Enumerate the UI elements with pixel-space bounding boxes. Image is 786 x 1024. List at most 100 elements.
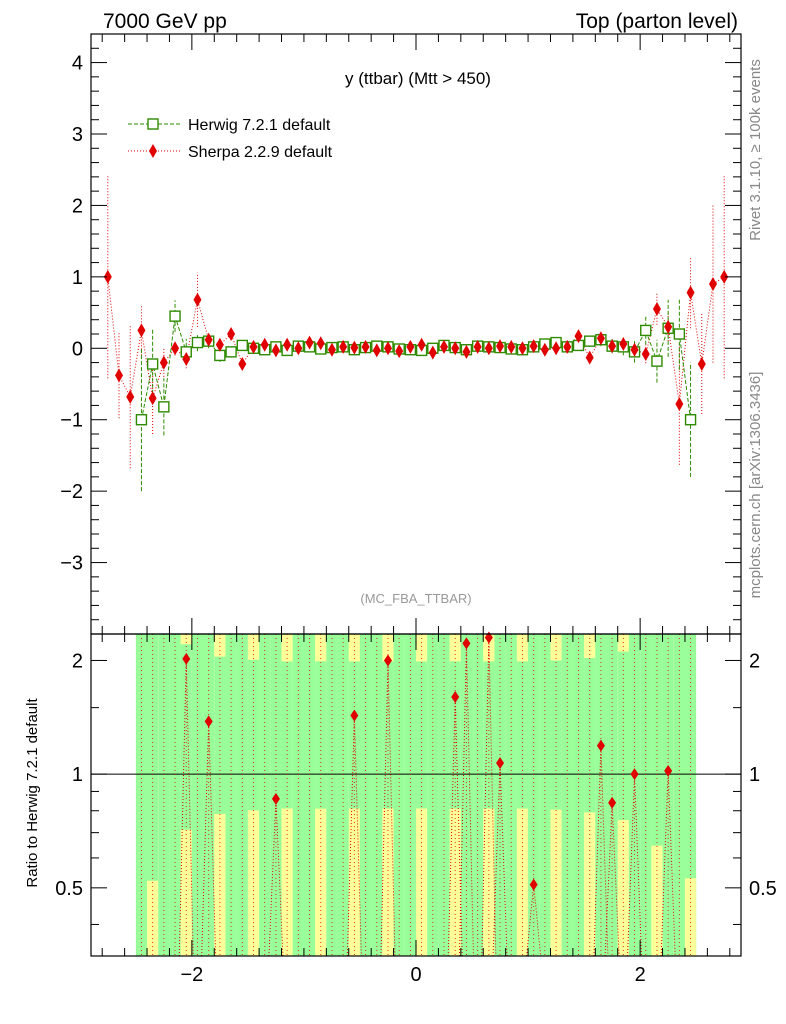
sherpa-point [372,343,381,358]
herwig-line [140,315,692,420]
sherpa-point [182,352,191,366]
sherpa-point [675,397,684,411]
sherpa-ratio-line [488,637,497,957]
sherpa-point [462,344,471,359]
ratio-ytick-label-right: 2 [749,650,760,672]
sherpa-point [585,350,594,365]
mcplots-label: mcplots.cern.ch [arXiv:1306.3436] [747,372,764,599]
band-bin-outer [382,634,394,662]
xtick-label: −2 [180,964,203,986]
herwig-point [214,349,226,362]
sherpa-ratio-line [268,798,277,957]
band-bin-outer [584,812,596,956]
sherpa-point [529,339,538,354]
sherpa-ratio-line [600,745,609,957]
sherpa-point [664,319,673,334]
sherpa-point [697,357,706,371]
band-bin-outer [348,634,360,662]
sherpa-ratio-point [182,652,191,665]
sherpa-ratio-point [496,757,505,770]
band-bin-outer [449,634,461,662]
sherpa-ratio-line [201,721,210,957]
sherpa-point [686,285,695,300]
sherpa-ratio-line [667,770,676,957]
sherpa-point [294,341,303,356]
band-bin-outer [247,810,260,956]
band-bin-outer [180,829,192,956]
sherpa-point [608,339,617,354]
band-bin-outer [483,634,495,662]
sherpa-point [316,336,325,351]
band-bin-outer [651,845,663,956]
sherpa-point [159,355,168,370]
band-bin-outer [617,820,629,956]
sherpa-point [596,331,605,346]
herwig-point [640,324,652,337]
band-bin-outer [416,634,428,662]
sherpa-point [496,339,505,354]
sherpa-point [260,337,269,352]
sherpa-ratio-point [664,764,673,777]
sherpa-point [563,339,572,354]
band-bin-outer [315,634,327,662]
sherpa-point [574,329,583,344]
sherpa-ratio-line [275,798,284,957]
sherpa-ratio-line [353,715,362,957]
sherpa-ratio-point [271,792,280,805]
ratio-ytick-label: 0.5 [55,878,83,900]
sherpa-ratio-line [481,637,490,957]
sherpa-point [473,339,482,354]
sherpa-ratio-line [593,745,602,957]
herwig-point [584,335,596,347]
sherpa-point [484,341,493,356]
sherpa-point [204,332,213,347]
sherpa-ratio-line [208,721,217,957]
sherpa-point [271,343,280,358]
sherpa-point [137,323,146,338]
sherpa-point [361,339,370,354]
herwig-point [146,358,159,370]
sherpa-point [440,339,449,354]
ratio-ytick-label: 2 [72,650,83,672]
sherpa-point [518,341,527,356]
sherpa-point [630,342,639,357]
sherpa-ratio-line [454,697,463,957]
sherpa-ratio-line [387,660,396,957]
ratio-ytick-label-right: 0.5 [749,878,777,900]
sherpa-ratio-line [380,660,389,957]
ratio-y-label: Ratio to Herwig 7.2.1 default [24,698,41,888]
sherpa-point [115,368,124,383]
sherpa-ratio-point [451,691,460,704]
header-right: Top (parton level) [576,10,738,33]
sherpa-ratio-point [608,796,617,809]
top-ytick-label: 2 [72,195,83,217]
sherpa-point [126,389,135,404]
sherpa-point [283,337,292,352]
legend-herwig: Herwig 7.2.1 default [128,117,331,134]
herwig-point [191,336,204,349]
sherpa-point [708,277,717,291]
sherpa-point [238,357,247,371]
band-bin-outer [180,634,192,645]
top-ytick-label: 3 [72,124,83,146]
sherpa-ratio-point [350,709,359,722]
sherpa-point [417,337,426,352]
band-bin-outer [516,634,529,662]
legend-sherpa: Sherpa 2.2.9 default [128,144,333,161]
sherpa-point [428,345,437,360]
sherpa-point [383,341,392,356]
herwig-point [236,339,248,352]
sherpa-point [641,347,650,361]
sherpa-point [193,292,202,307]
sherpa-point [507,339,516,354]
sherpa-point [227,327,236,341]
ratio-ytick-label: 1 [72,764,83,786]
herwig-point [651,355,663,367]
band-bin-outer [584,634,596,658]
sherpa-point [215,337,224,352]
sherpa-point [350,340,359,355]
xtick-label: 2 [635,964,646,986]
axes: −3 −2 −1 0 1 2 3 4 −2 0 2 0.5 0.5 1 1 2 2 [55,33,777,986]
sherpa-ratio-line [660,770,669,957]
